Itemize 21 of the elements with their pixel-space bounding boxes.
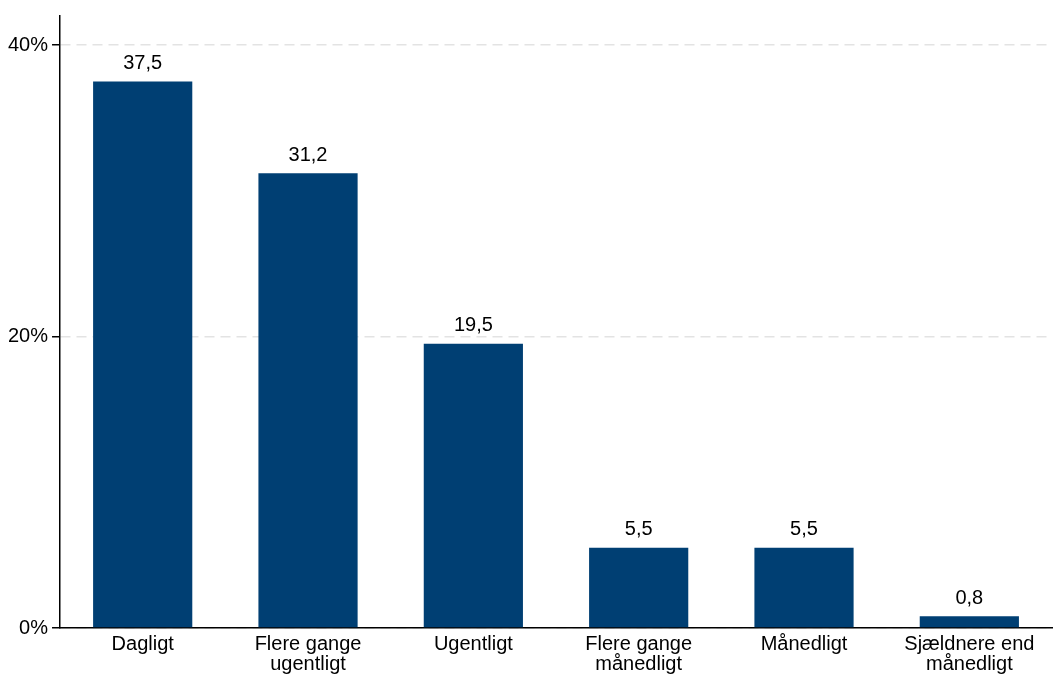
x-tick-label: Ugentligt (433, 631, 514, 654)
bar (93, 81, 193, 628)
data-label: 37,5 (123, 51, 163, 74)
x-tick-label: Månedligt (760, 631, 848, 654)
data-label: 19,5 (453, 313, 493, 336)
y-tick-label: 20% (8, 324, 49, 347)
data-label: 5,5 (790, 517, 818, 540)
x-tick-label: Sjældnere end månedligt (904, 631, 1035, 674)
data-label: 5,5 (624, 517, 653, 540)
x-tick-label: Dagligt (111, 631, 175, 654)
bar (258, 173, 358, 628)
bar (754, 547, 854, 628)
data-label: 31,2 (288, 142, 328, 165)
data-label: 0,8 (955, 585, 984, 608)
x-tick-label: Flere gange ugentligt (254, 631, 362, 674)
bar (423, 343, 523, 628)
bar (589, 547, 689, 628)
y-tick-label: 40% (8, 32, 49, 55)
bar (919, 616, 1019, 628)
y-tick-label: 0% (19, 615, 49, 638)
x-tick-label: Flere gange månedligt (585, 631, 693, 674)
